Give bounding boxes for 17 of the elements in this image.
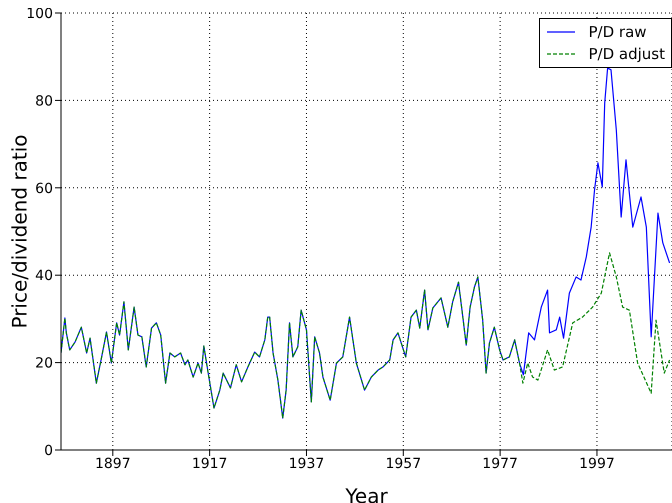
legend-label: P/D raw — [588, 22, 647, 43]
y-tick-label: 0 — [44, 442, 53, 459]
y-axis-title: Price/dividend ratio — [7, 134, 32, 329]
x-tick-label: 1977 — [482, 456, 518, 472]
x-axis-title: Year — [344, 484, 388, 503]
x-tick-label: 1897 — [94, 456, 131, 472]
y-tick-label: 40 — [35, 268, 53, 284]
x-tick-label: 1997 — [579, 456, 615, 472]
x-tick-label: 1957 — [385, 456, 422, 472]
line-series — [61, 67, 670, 419]
y-tick-label: 80 — [35, 93, 53, 110]
line-series — [61, 252, 670, 419]
legend-label: P/D adjust — [588, 44, 665, 65]
y-tick-label: 20 — [35, 356, 53, 372]
x-tick-label: 1937 — [288, 456, 324, 472]
y-tick-label: 60 — [35, 180, 53, 197]
x-tick-label: 1917 — [192, 456, 228, 472]
